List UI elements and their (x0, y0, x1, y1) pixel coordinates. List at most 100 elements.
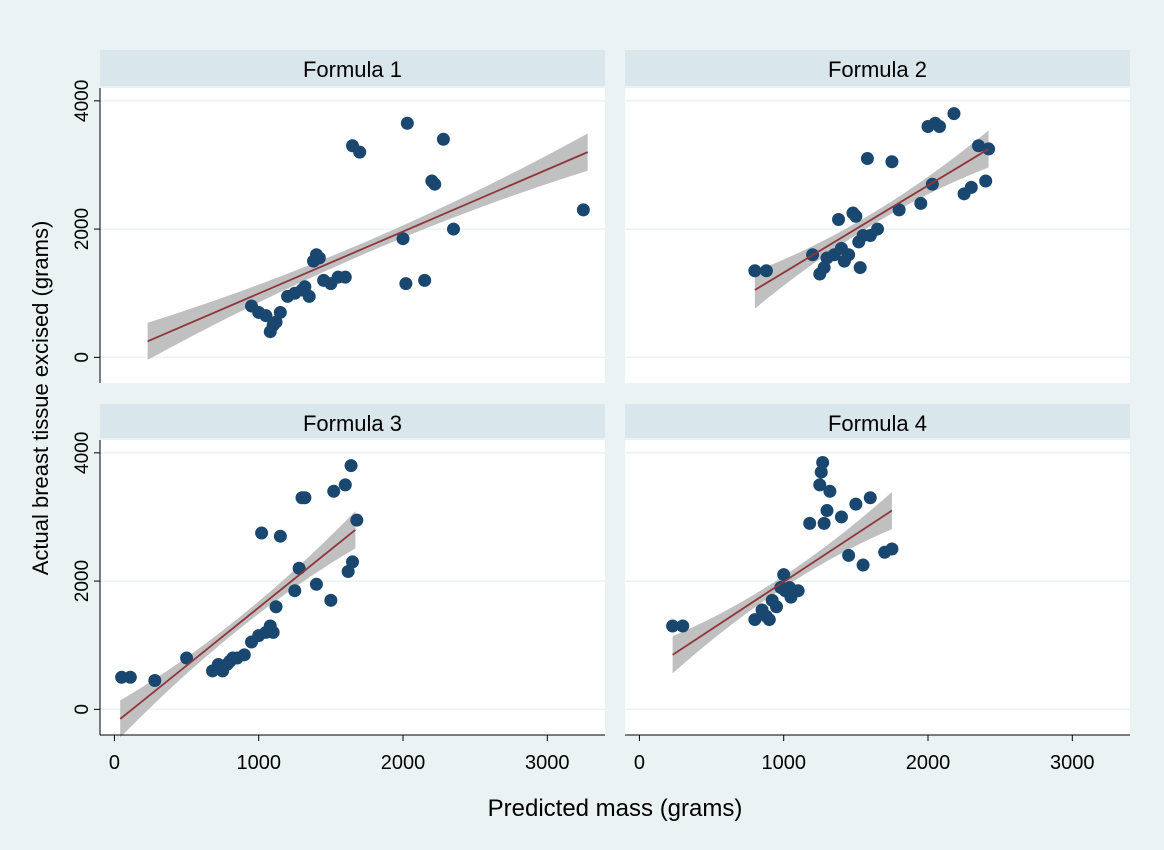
data-point (447, 222, 460, 236)
data-point (856, 558, 870, 572)
y-tick-label: 0 (72, 352, 93, 363)
data-point (817, 516, 831, 530)
panels-group: Formula 1 0 2000 4000 Formula 2 Formula 3 0 200… (72, 50, 1130, 774)
data-point (338, 270, 352, 284)
data-point (832, 212, 846, 226)
data-point (180, 651, 194, 665)
data-point (863, 491, 877, 505)
data-point (255, 526, 269, 540)
data-point (148, 673, 162, 687)
data-point (814, 465, 828, 479)
data-point (849, 497, 863, 511)
data-point (820, 504, 834, 518)
data-point (777, 568, 791, 582)
data-point (344, 459, 358, 473)
data-point (860, 152, 874, 166)
panel-strip (100, 50, 605, 86)
data-point (834, 510, 848, 524)
data-point (350, 513, 364, 527)
data-point (292, 561, 306, 575)
data-point (813, 478, 827, 492)
data-point (269, 600, 283, 614)
data-point (576, 203, 590, 217)
data-point (770, 600, 783, 614)
data-point (748, 264, 762, 278)
panel-title: Formula 2 (828, 57, 927, 82)
data-point (288, 584, 302, 598)
data-point (353, 145, 367, 159)
data-point (933, 119, 947, 133)
data-point (748, 613, 762, 627)
axis-titles: Predicted mass (grams) Actual breast tis… (28, 221, 742, 822)
data-point (259, 309, 273, 323)
data-point (871, 222, 884, 236)
data-point (842, 248, 856, 262)
panel-3: Formula 3 0 2000 4000 0 1000 2000 3000 (72, 404, 605, 774)
data-point (885, 155, 899, 169)
panel-strip (625, 404, 1130, 438)
y-axis-title: Actual breast tissue excised (grams) (28, 221, 53, 576)
x-tick-label: 2000 (381, 752, 426, 774)
fit-line (147, 151, 589, 343)
data-point (885, 542, 899, 556)
data-point (853, 261, 867, 275)
x-tick-label: 1000 (761, 752, 806, 774)
data-point (312, 251, 326, 265)
y-tick-label: 4000 (72, 80, 93, 122)
x-tick-label: 0 (634, 752, 645, 774)
data-point (237, 648, 251, 662)
data-point (842, 548, 856, 562)
panel-title: Formula 4 (828, 411, 927, 436)
data-point (123, 670, 137, 684)
data-point (914, 196, 928, 210)
data-point (399, 277, 413, 291)
y-tick-label: 2000 (72, 560, 93, 602)
fit-line (754, 148, 990, 291)
data-point (676, 619, 690, 633)
data-point (947, 107, 961, 121)
data-point (346, 555, 359, 569)
data-point (759, 264, 773, 278)
data-point (964, 180, 978, 194)
x-tick-label: 2000 (906, 752, 951, 774)
data-point (273, 305, 287, 319)
data-point (324, 593, 338, 607)
panel-title: Formula 3 (303, 411, 402, 436)
x-tick-label: 3000 (525, 752, 570, 774)
data-point (396, 232, 410, 246)
data-point (849, 209, 863, 223)
panel-1: Formula 1 0 2000 4000 (72, 50, 605, 383)
data-point (309, 577, 323, 591)
data-point (436, 132, 450, 146)
data-point (266, 625, 280, 639)
fit-line (119, 529, 356, 720)
data-point (298, 491, 312, 505)
fit-line (672, 509, 893, 656)
data-point (666, 619, 680, 633)
panel-2: Formula 2 (625, 50, 1130, 383)
x-tick-label: 1000 (236, 752, 281, 774)
data-point (803, 516, 817, 530)
data-point (791, 584, 805, 598)
data-point (762, 613, 776, 627)
plot-area (625, 440, 1130, 735)
y-tick-label: 4000 (72, 432, 93, 474)
data-point (823, 484, 837, 498)
y-tick-label: 0 (72, 704, 93, 715)
plot-area (100, 440, 605, 735)
data-point (892, 203, 906, 217)
x-axis-title: Predicted mass (grams) (488, 795, 743, 822)
panel-strip (100, 404, 605, 438)
panel-title: Formula 1 (303, 57, 402, 82)
data-point (302, 289, 316, 303)
x-tick-label: 3000 (1050, 752, 1095, 774)
data-point (418, 273, 432, 287)
data-point (327, 484, 341, 498)
data-point (273, 529, 287, 543)
data-point (338, 478, 352, 492)
data-point (400, 116, 414, 130)
y-tick-label: 2000 (72, 208, 93, 250)
data-point (816, 455, 830, 469)
x-tick-label: 0 (109, 752, 120, 774)
